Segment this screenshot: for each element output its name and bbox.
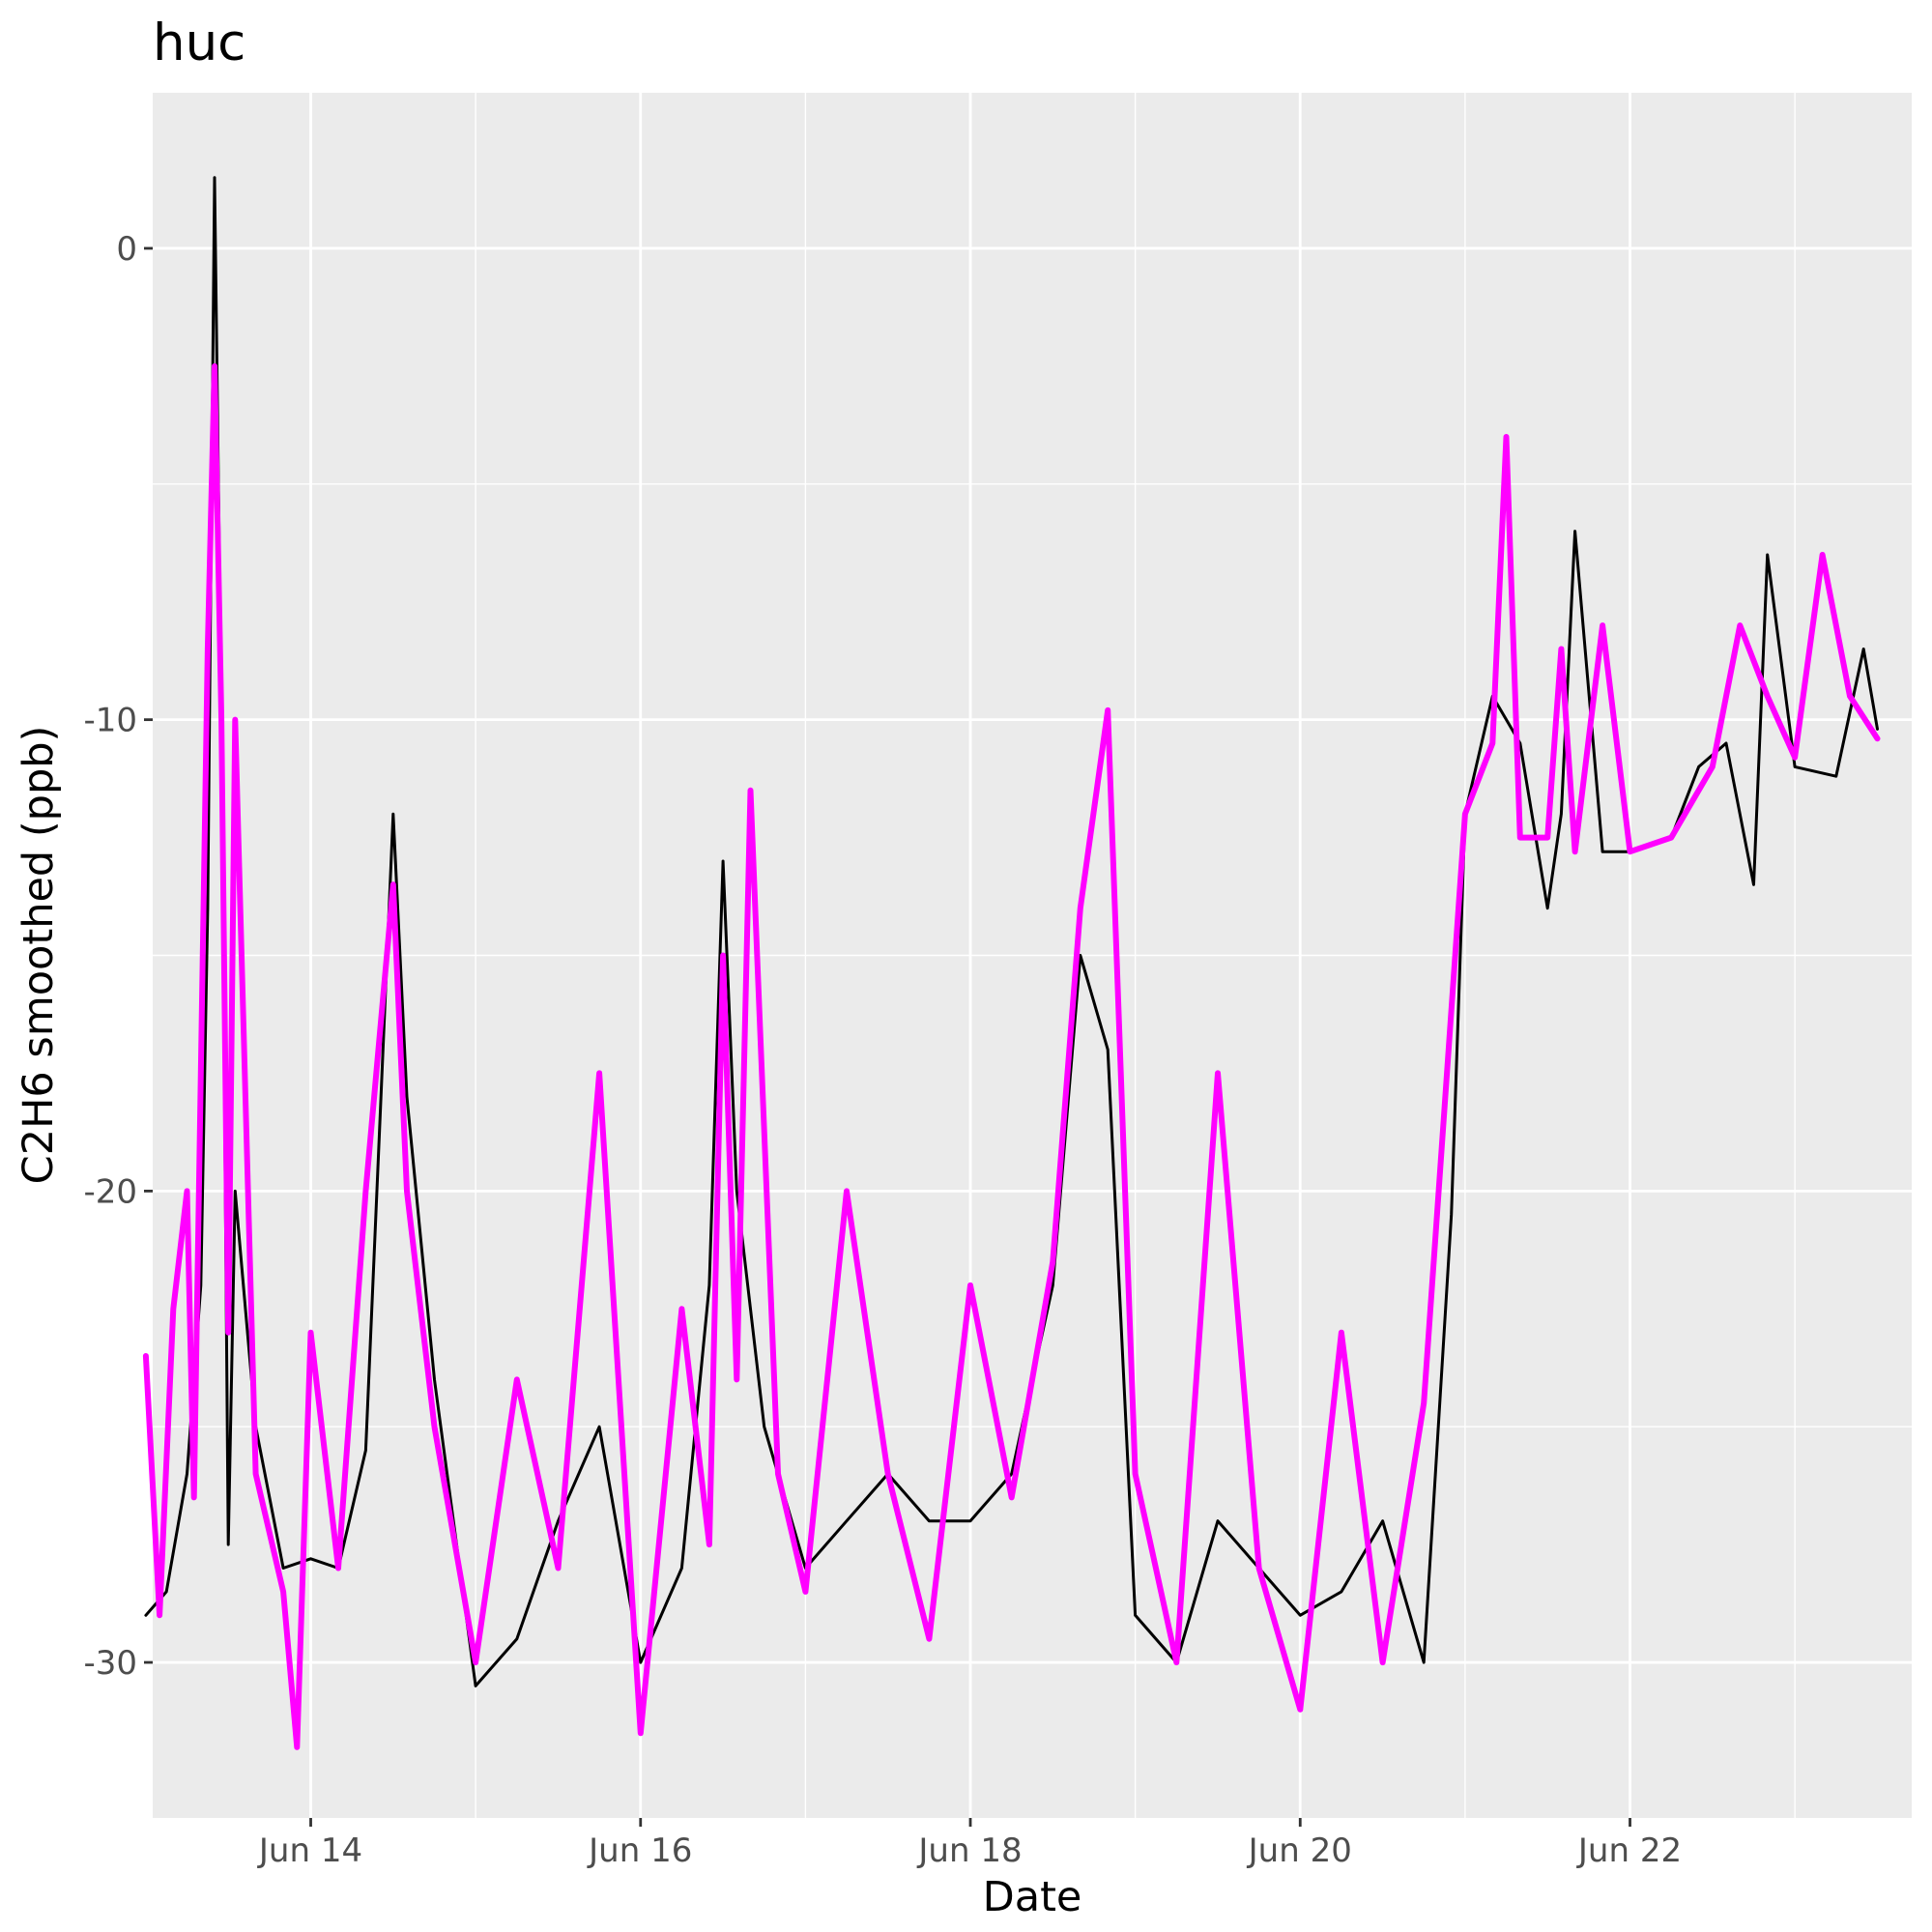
y-axis: 0 -10 -20 -30: [83, 230, 153, 1683]
series-line-1: [144, 176, 1879, 1687]
grid-major: [153, 93, 1912, 1818]
x-tick-label: Jun 22: [1576, 1831, 1682, 1870]
chart-title: huc: [153, 14, 245, 72]
x-tick-label: Jun 14: [257, 1831, 362, 1870]
x-axis-title: Date: [983, 1873, 1082, 1921]
series-layer: [142, 176, 1881, 1750]
x-axis: Jun 14 Jun 16 Jun 18 Jun 20 Jun 22: [257, 1818, 1682, 1870]
y-tick-label: -30: [83, 1644, 137, 1683]
y-axis-title: C2H6 smoothed (ppb): [14, 726, 63, 1185]
y-tick-label: -10: [83, 702, 137, 740]
x-tick-label: Jun 18: [916, 1831, 1022, 1870]
x-tick-label: Jun 16: [587, 1831, 692, 1870]
y-tick-label: 0: [116, 230, 137, 269]
x-tick-label: Jun 20: [1247, 1831, 1352, 1870]
series-line-2: [142, 362, 1881, 1750]
grid-minor: [153, 93, 1912, 1818]
y-tick-label: -20: [83, 1172, 137, 1211]
